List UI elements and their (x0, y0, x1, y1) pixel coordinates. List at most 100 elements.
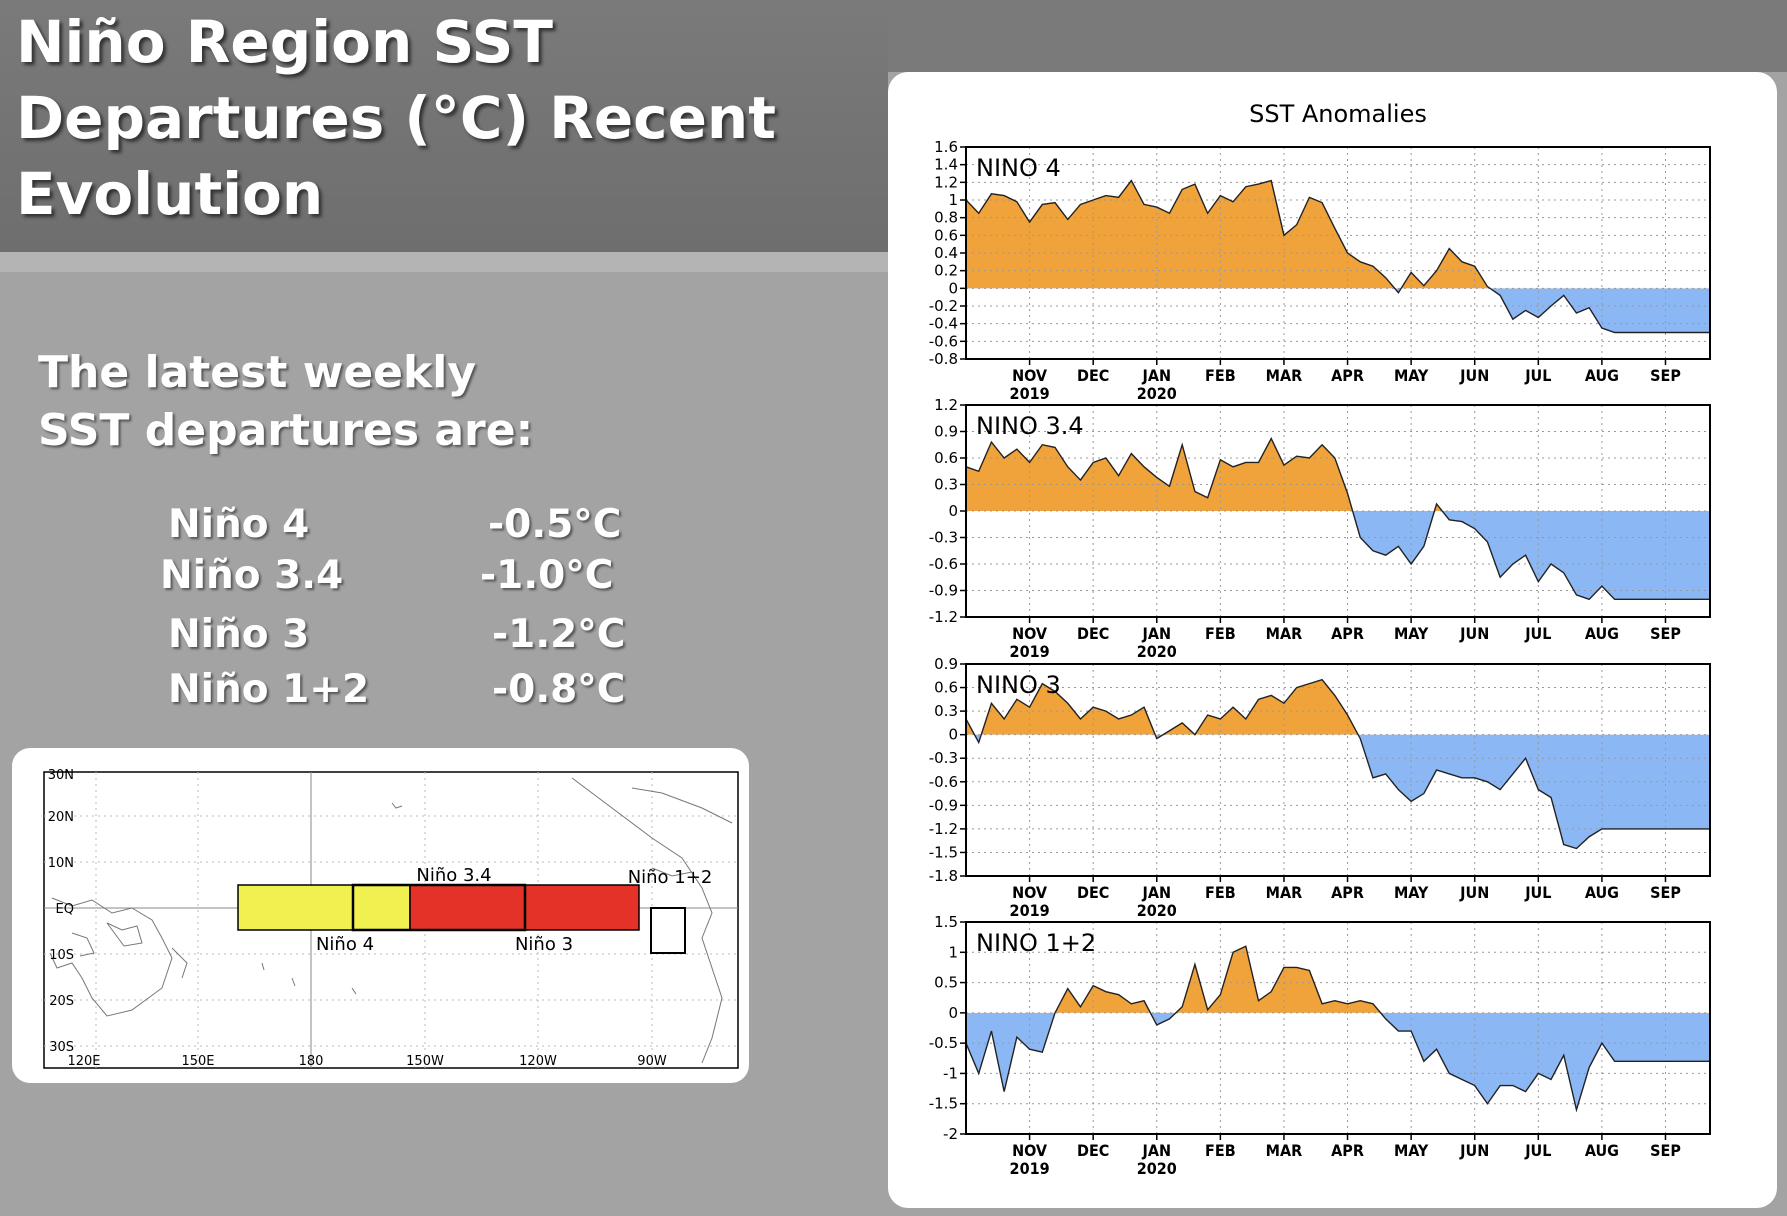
y-tick-label: 0.4 (934, 244, 958, 262)
anomaly-series-line (966, 678, 1710, 850)
panel-nino-3: 0.9 0.6 0.3 0 -0.3 -0.6 -0.9 -1.2 -1.5 -1.8 NOV201… (929, 655, 1711, 920)
y-tick-label: 1.2 (934, 173, 958, 191)
positive-anomaly-area (966, 679, 1359, 735)
y-tick-label: -1 (943, 1064, 958, 1082)
x-year-label: 2020 (1137, 384, 1177, 403)
map-lat-labels: 30N 20N 10N EQ 10S 20S 30S (48, 768, 74, 1055)
chart-panels: 1.61.41.210.80.60.40.20-0.2-0.4-0.6-0.8N… (929, 138, 1711, 1178)
y-tick-label: 0.6 (934, 679, 958, 697)
x-year-label: 2020 (1137, 901, 1177, 920)
x-month-label: APR (1331, 883, 1364, 902)
x-year-label: 2019 (1010, 901, 1050, 920)
departure-value: -1.0°C (480, 553, 614, 598)
negative-anomaly-area (966, 511, 1710, 600)
x-month-label: DEC (1077, 883, 1109, 902)
top-band-right (888, 0, 1787, 72)
x-month-label: MAR (1266, 624, 1303, 643)
sst-anomalies-chart-card: SST Anomalies 1.6 1.4 1.2 1 0.8 0.6 0.4 0.2 0 -0.… (888, 72, 1777, 1208)
x-month-label: MAY (1394, 624, 1429, 643)
lon-label: 90W (637, 1054, 667, 1069)
y-tick-label: -0.5 (929, 1034, 958, 1052)
y-tick-label: 1.2 (934, 396, 958, 414)
x-month-label: JUN (1459, 883, 1489, 902)
panel-grid (966, 405, 1710, 617)
negative-anomaly-area (966, 734, 1710, 849)
y-tick-label: -2 (943, 1125, 958, 1143)
departure-value: -0.8°C (492, 667, 626, 712)
nino34-label: Niño 3.4 (416, 865, 491, 886)
y-tick-label: -1.8 (929, 867, 958, 885)
panel-name-label: NINO 3.4 (976, 412, 1084, 440)
positive-anomaly-area (966, 438, 1710, 511)
x-year-label: 2020 (1137, 1159, 1177, 1178)
x-month-label: FEB (1205, 366, 1236, 385)
nino3-label: Niño 3 (515, 934, 573, 955)
intro-line-1: The latest weekly (38, 347, 477, 398)
x-year-label: 2019 (1010, 1159, 1050, 1178)
title-band-strip (0, 252, 888, 272)
coastlines (49, 777, 733, 1064)
panel-frame (965, 663, 1711, 877)
sst-anomalies-chart: SST Anomalies 1.61.41.210.80.60.40.20-0.… (929, 100, 1711, 1178)
x-month-label: NOV (1012, 1141, 1048, 1160)
y-tick-label: 0.9 (934, 423, 958, 441)
y-tick-label: 1.5 (934, 913, 958, 931)
lon-label: 150W (406, 1054, 444, 1069)
x-month-label: JUL (1524, 1141, 1551, 1160)
y-tick-label: 0.5 (934, 974, 958, 992)
y-tick-label: -0.4 (929, 315, 958, 333)
nino12-box (650, 907, 686, 954)
y-tick-label: 1 (948, 191, 958, 209)
x-month-label: JAN (1141, 883, 1171, 902)
negative-anomaly-area (966, 1012, 1710, 1110)
y-tick-label: -1.2 (929, 820, 958, 838)
y-tick-label: -0.3 (929, 529, 958, 547)
panel-name-label: NINO 1+2 (976, 929, 1096, 957)
x-month-label: MAR (1266, 1141, 1303, 1160)
x-month-label: APR (1331, 624, 1364, 643)
lat-label: 20N (48, 810, 74, 825)
lat-label: 20S (49, 994, 74, 1009)
x-month-label: JAN (1141, 366, 1171, 385)
title-band (0, 0, 888, 252)
y-tick-label: -0.9 (929, 796, 958, 814)
lon-label: 180 (299, 1054, 324, 1069)
y-tick-label: -0.3 (929, 749, 958, 767)
x-month-label: FEB (1205, 1141, 1236, 1160)
nino34-box-outline (351, 883, 527, 932)
departure-region: Niño 3.4 (160, 553, 344, 598)
departure-value: -1.2°C (492, 612, 626, 657)
y-tick-label: 0.3 (934, 702, 958, 720)
x-month-label: DEC (1077, 1141, 1109, 1160)
y-tick-label: 1.6 (934, 138, 958, 156)
panel-grid (966, 664, 1710, 876)
x-month-label: MAY (1394, 1141, 1429, 1160)
x-month-label: SEP (1650, 624, 1681, 643)
x-month-label: MAY (1394, 883, 1429, 902)
anomaly-series-line (966, 179, 1710, 334)
y-tick-label: -1.5 (929, 843, 958, 861)
x-month-label: AUG (1585, 1141, 1619, 1160)
y-tick-label: 0.3 (934, 476, 958, 494)
nino12-label: Niño 1+2 (628, 867, 713, 888)
y-tick-label: -0.6 (929, 773, 958, 791)
nino3-box-east (524, 884, 640, 931)
nino4-box-west (237, 884, 354, 931)
x-month-label: MAY (1394, 366, 1429, 385)
y-tick-label: 0.2 (934, 262, 958, 280)
panel-frame (965, 921, 1711, 1135)
x-month-label: JUN (1459, 624, 1489, 643)
x-month-label: JUL (1524, 366, 1551, 385)
y-tick-label: -1.5 (929, 1095, 958, 1113)
lat-label: 30S (49, 1040, 74, 1055)
lat-label: EQ (56, 902, 74, 917)
x-month-label: AUG (1585, 624, 1619, 643)
x-month-label: SEP (1650, 883, 1681, 902)
x-year-label: 2019 (1010, 642, 1050, 661)
lon-label: 120E (67, 1054, 100, 1069)
x-month-label: FEB (1205, 624, 1236, 643)
x-month-label: MAR (1266, 883, 1303, 902)
y-tick-label: 0.8 (934, 209, 958, 227)
y-tick-label: 0 (948, 726, 958, 744)
